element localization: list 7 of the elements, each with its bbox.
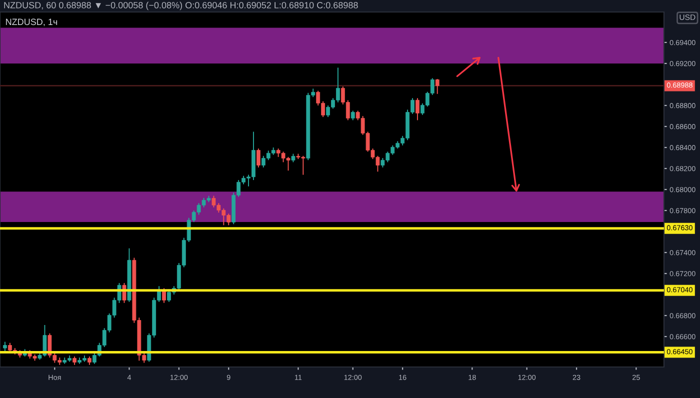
candlestick	[256, 148, 260, 168]
candlestick	[3, 341, 7, 352]
candlestick	[435, 78, 440, 94]
chart-title: NZDUSD, 60 0.68988 ▼ −0.00058 (−0.08%) O:0.69046 H:0.69052 L:0.68910 C:0.68988	[4, 2, 358, 10]
candlestick	[416, 98, 420, 121]
candlestick	[350, 110, 355, 121]
text: NZDUSD, 1ч	[6, 18, 58, 26]
